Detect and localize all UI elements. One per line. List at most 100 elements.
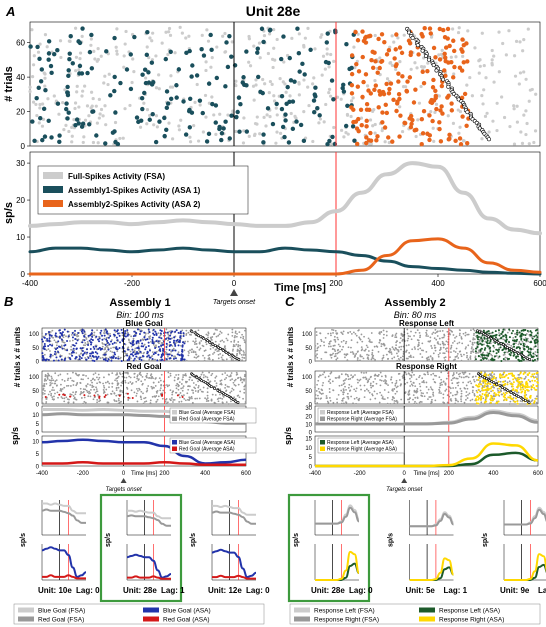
raster-dot-fsa <box>212 113 216 117</box>
raster-dot-fsa <box>155 395 158 397</box>
raster-dot-fsa <box>395 399 398 402</box>
y-tick-label: 50 <box>305 346 312 352</box>
raster-dot-fsa <box>409 385 412 387</box>
raster-dot-asa1 <box>199 47 204 52</box>
raster-dot-fsa <box>227 403 230 405</box>
raster-dot-fsa <box>219 380 222 382</box>
raster-dot-asa <box>81 341 84 344</box>
raster-dot-fsa <box>499 380 502 383</box>
raster-dot-fsa <box>534 92 538 96</box>
raster-dot-fsa <box>333 335 336 338</box>
raster-dot-fsa <box>171 345 174 347</box>
raster-dot-fsa <box>454 358 456 361</box>
raster-dot-asa2 <box>387 86 392 92</box>
raster-dot-asa2 <box>394 108 399 114</box>
response-marker <box>426 57 431 62</box>
raster-dot-fsa <box>96 390 99 393</box>
raster-dot-fsa <box>353 65 357 70</box>
raster-dot-fsa <box>151 354 154 357</box>
raster-dot-fsa <box>173 376 176 379</box>
raster-dot-fsa <box>47 348 50 351</box>
raster-dot-fsa <box>407 372 410 375</box>
raster-dot-fsa <box>243 379 245 382</box>
raster-dot-asa2 <box>443 55 448 60</box>
raster-dot-asa <box>161 343 164 346</box>
raster-dot-asa1 <box>115 141 121 147</box>
raster-dot-fsa <box>137 356 140 359</box>
raster-dot-fsa <box>154 358 156 361</box>
raster-dot-fsa <box>187 388 190 391</box>
raster-dot-fsa <box>466 387 469 390</box>
raster-dot-fsa <box>502 338 505 341</box>
raster-dot-fsa <box>103 376 105 379</box>
raster-dot-fsa <box>470 329 472 332</box>
raster-dot-asa2 <box>447 132 452 137</box>
raster-dot-fsa <box>77 105 81 109</box>
raster-dot-fsa <box>512 142 517 146</box>
raster-dot-fsa <box>89 392 92 394</box>
raster-dot-fsa <box>148 336 151 339</box>
raster-dot-fsa <box>354 332 357 335</box>
raster-dot-fsa <box>425 357 428 360</box>
raster-dot-asa1 <box>235 109 240 115</box>
raster-dot-fsa <box>103 386 106 389</box>
raster-dot-fsa <box>365 388 368 391</box>
raster-dot-asa <box>121 331 124 334</box>
raster-dot-fsa <box>242 116 246 120</box>
raster-dot-fsa <box>188 385 191 388</box>
raster-dot-asa <box>83 330 86 333</box>
raster-dot-asa2 <box>421 108 427 114</box>
raster-dot-fsa <box>53 339 56 342</box>
x-tick-label: -400 <box>22 279 39 288</box>
raster-dot-asa2 <box>445 26 451 32</box>
raster-dot-asa <box>490 385 493 388</box>
raster-dot-asa <box>90 338 93 341</box>
raster-dot-asa <box>529 396 532 399</box>
raster-dot-fsa <box>358 359 361 362</box>
response-marker <box>237 358 241 361</box>
raster-dot-fsa <box>202 354 204 357</box>
raster-dot-asa <box>529 330 532 333</box>
raster-dot-fsa <box>89 384 92 386</box>
raster-dot-asa <box>151 340 154 343</box>
raster-dot-fsa <box>316 383 318 386</box>
raster-dot-asa <box>99 331 102 334</box>
raster-dot-fsa <box>441 383 443 386</box>
raster-dot-fsa <box>332 352 335 355</box>
raster-dot-asa <box>78 358 81 361</box>
raster-dot-fsa <box>243 339 246 342</box>
raster-dot-asa <box>524 334 527 337</box>
raster-dot-fsa <box>154 114 159 118</box>
raster-dot-fsa <box>186 340 189 343</box>
raster-dot-asa <box>157 340 160 343</box>
raster-dot-fsa <box>148 36 152 40</box>
raster-dot-asa <box>177 344 180 347</box>
raster-dot-fsa <box>62 128 66 132</box>
raster-dot-fsa <box>168 33 173 37</box>
raster-dot-fsa <box>102 382 104 385</box>
raster-dot-fsa <box>230 372 233 374</box>
raster-dot-fsa <box>151 395 154 398</box>
raster-dot-asa1 <box>28 44 33 49</box>
raster-dot-asa1 <box>36 85 41 91</box>
raster-dot-fsa <box>315 334 318 337</box>
raster-dot-asa2 <box>407 75 413 80</box>
raster-dot-asa <box>176 353 179 356</box>
raster-dot-fsa <box>213 401 216 404</box>
raster-dot-asa2 <box>375 70 380 75</box>
raster-dot-asa1 <box>281 34 286 39</box>
raster-dot-fsa <box>439 346 442 349</box>
raster-dot-asa2 <box>381 91 387 97</box>
raster-dot-fsa <box>196 397 198 400</box>
raster-dot-asa <box>116 332 119 335</box>
inner-legend-swatch <box>320 446 325 451</box>
raster-dot-fsa <box>243 375 246 378</box>
raster-dot-fsa <box>215 335 218 338</box>
raster-dot-fsa <box>359 378 362 381</box>
raster-dot-fsa <box>508 343 511 346</box>
raster-dot-fsa <box>413 61 417 65</box>
y-tick-label: 0 <box>309 465 313 471</box>
raster-dot-asa <box>94 351 97 354</box>
raster-dot-asa <box>516 346 519 349</box>
raster-dot-fsa <box>236 394 239 397</box>
